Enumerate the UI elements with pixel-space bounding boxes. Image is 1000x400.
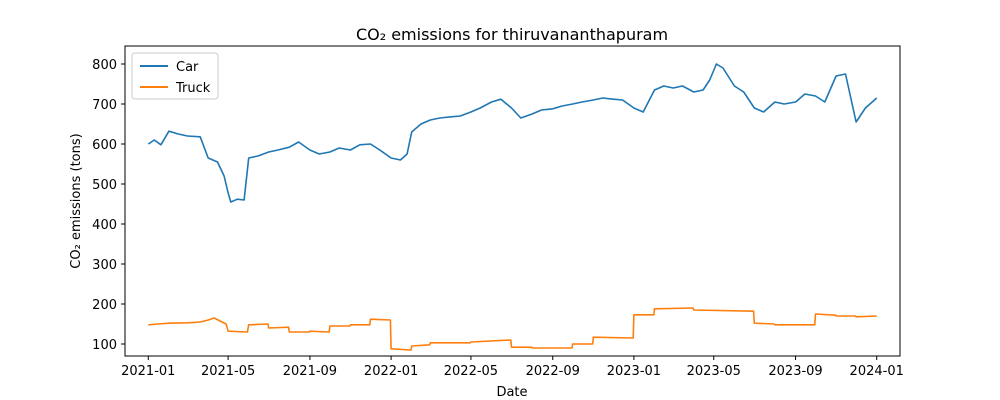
plot-frame bbox=[124, 45, 901, 357]
x-tick-label: 2023-01 bbox=[607, 364, 661, 379]
y-axis-title: CO₂ emissions (tons) bbox=[69, 133, 84, 268]
series-line-truck bbox=[148, 307, 877, 351]
series-layer bbox=[147, 63, 878, 351]
x-tick-label: 2021-01 bbox=[121, 364, 175, 379]
y-tick-label: 500 bbox=[92, 178, 117, 193]
y-tick-label: 800 bbox=[92, 58, 117, 73]
x-tick-label: 2021-09 bbox=[283, 364, 337, 379]
chart-title: CO₂ emissions for thiruvananthapuram bbox=[356, 25, 668, 44]
y-tick-label: 100 bbox=[92, 338, 117, 353]
x-tick-label: 2023-05 bbox=[687, 364, 741, 379]
plot-area bbox=[124, 45, 901, 357]
series-line-car bbox=[147, 63, 878, 203]
y-tick-label: 400 bbox=[92, 218, 117, 233]
x-axis-title: Date bbox=[496, 385, 527, 400]
x-tick-label: 2022-01 bbox=[364, 364, 418, 379]
y-tick-label: 300 bbox=[92, 258, 117, 273]
legend-label-car: Car bbox=[176, 60, 199, 75]
y-axis: 100 200 300 400 500 600 700 800 bbox=[92, 58, 125, 353]
x-tick-label: 2022-05 bbox=[444, 364, 498, 379]
y-tick-label: 700 bbox=[92, 98, 117, 113]
x-axis: 2021-01 2021-05 2021-09 2022-01 2022-05 2022-… bbox=[121, 356, 904, 379]
x-tick-label: 2024-01 bbox=[850, 364, 904, 379]
legend-label-truck: Truck bbox=[175, 81, 211, 96]
y-tick-label: 600 bbox=[92, 138, 117, 153]
x-tick-label: 2022-09 bbox=[526, 364, 580, 379]
x-tick-label: 2021-05 bbox=[201, 364, 255, 379]
x-tick-label: 2023-09 bbox=[768, 364, 822, 379]
legend: Car Truck bbox=[131, 52, 219, 100]
y-tick-label: 200 bbox=[92, 298, 117, 313]
